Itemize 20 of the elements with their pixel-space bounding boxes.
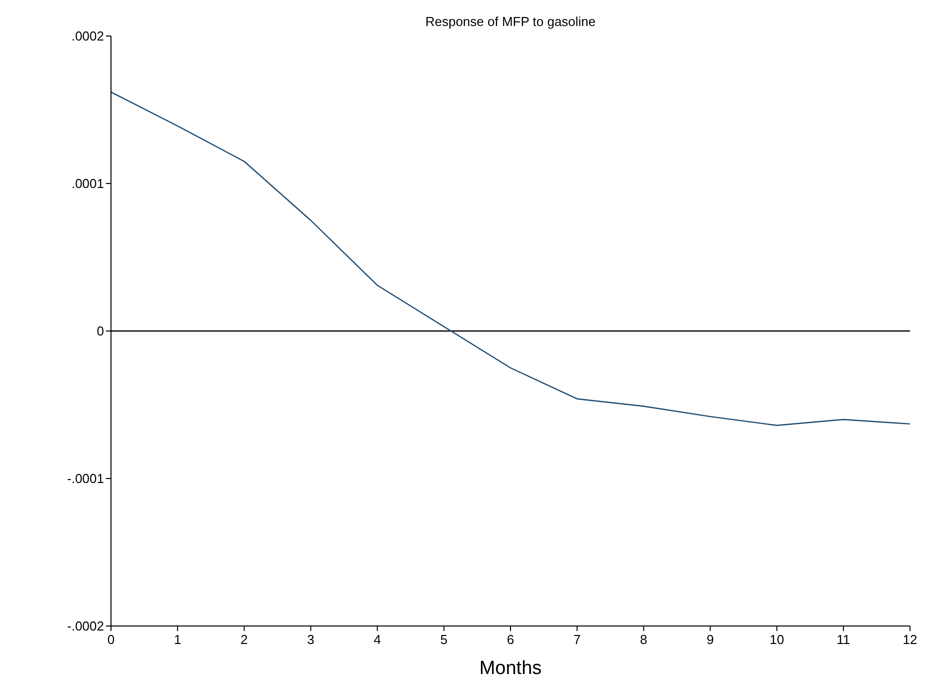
x-tick-label: 4 xyxy=(374,632,381,647)
x-tick-label: 11 xyxy=(836,632,850,647)
y-tick-label: 0 xyxy=(96,324,104,339)
x-tick-label: 7 xyxy=(573,632,581,647)
x-tick-label: 10 xyxy=(770,632,784,647)
x-tick-label: 0 xyxy=(107,632,115,647)
x-axis-title: Months xyxy=(479,658,542,679)
x-tick-label: 12 xyxy=(902,632,918,647)
x-tick-label: 8 xyxy=(640,632,648,647)
x-tick-label: 3 xyxy=(307,632,314,647)
y-tick-label: -.0001 xyxy=(67,471,104,486)
x-tick-label: 6 xyxy=(506,632,514,647)
x-tick-label: 2 xyxy=(240,632,248,647)
x-tick-label: 5 xyxy=(440,632,448,647)
y-tick-label: .0002 xyxy=(71,28,104,44)
y-tick-label: .0001 xyxy=(71,176,104,192)
x-tick-label: 9 xyxy=(706,632,714,647)
x-tick-label: 1 xyxy=(174,632,182,647)
y-tick-label: -.0002 xyxy=(67,618,104,634)
chart-title: Response of MFP to gasoline xyxy=(425,14,596,29)
